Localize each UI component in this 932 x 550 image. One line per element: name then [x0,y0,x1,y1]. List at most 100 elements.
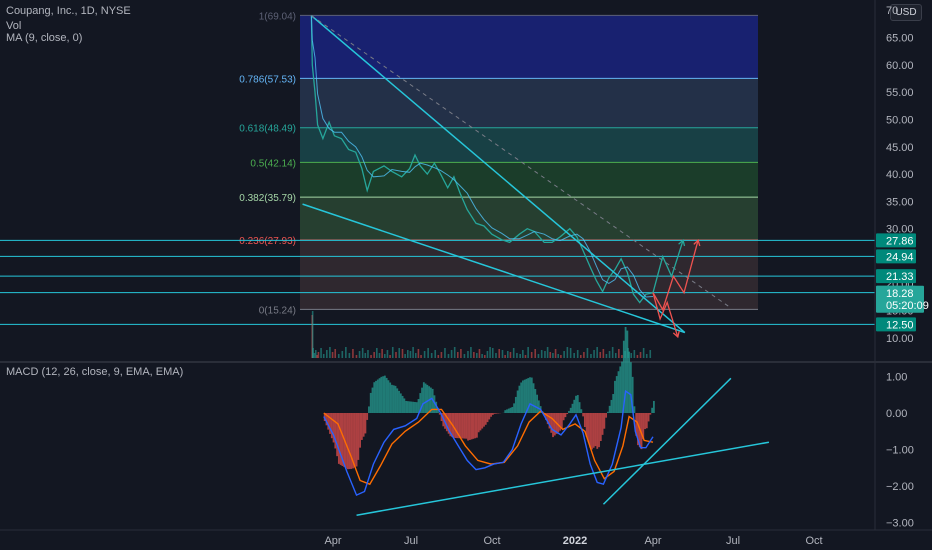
last-price-box [876,285,924,313]
volume-bar [367,350,369,358]
volume-bar [527,347,529,358]
volume-bar [317,352,320,358]
macd-histogram-bar [460,413,462,439]
macd-histogram-bar [332,413,335,443]
volume-bar [639,352,642,358]
macd-histogram-bar [449,413,452,437]
macd-histogram-bar [631,376,634,413]
macd-histogram-bar [408,401,411,413]
macd-histogram-bar [461,413,464,439]
projection-path [652,240,699,312]
macd-histogram-bar [463,413,466,439]
currency-button[interactable]: USD [890,4,922,21]
macd-histogram-bar [606,411,609,413]
volume-bar [590,354,592,358]
volume-bar [512,348,515,358]
volume-bar [417,349,420,358]
volume-bar [573,353,575,358]
volume-bar [358,351,361,358]
volume-bar [486,351,489,358]
volume-bar [423,351,426,358]
macd-histogram-bar [421,387,423,413]
macd-histogram-bar [458,413,461,439]
macd-histogram-bar [488,413,491,420]
macd-histogram-bar [341,413,344,466]
volume-bar [440,352,443,358]
macd-histogram-bar [571,403,574,413]
volume-bar [509,352,512,358]
volume-bar [322,354,325,358]
volume-bar [463,354,466,358]
ma-legend[interactable]: MA (9, close, 0) [6,32,83,44]
macd-histogram-bar [486,413,489,423]
volume-bar [447,354,450,358]
macd-axis-tick: 1.00 [886,372,907,384]
macd-histogram-bar [605,413,608,418]
macd-histogram-bar [348,413,351,470]
macd-histogram-bar [637,413,639,446]
price-axis-tick: 35.00 [886,196,914,208]
macd-legend[interactable]: MACD (12, 26, close, 9, EMA, EMA) [6,366,184,378]
price-axis-tick: 55.00 [886,87,914,99]
volume-bar [596,347,598,358]
macd-histogram-bar [548,413,551,429]
projection-path [652,240,684,293]
macd-histogram-bar [523,379,526,413]
macd-histogram-bar [527,378,530,413]
macd-histogram-bar [525,378,528,413]
price-axis: 70 65.00 60.00 55.00 50.00 45.00 40.00 35.00 30.… [874,0,929,530]
macd-histogram-bar [599,413,602,442]
macd-histogram-bar [479,413,482,431]
fib-zone [300,162,758,198]
volume-bar [630,353,633,358]
macd-histogram-bar [518,385,521,413]
price-axis-tick: 45.00 [886,142,914,154]
fib-zone [300,15,758,79]
macd-histogram-bar [325,413,328,426]
macd-histogram-bar [550,413,553,433]
macd-histogram-bar [583,413,586,428]
macd-histogram-bar [633,406,636,413]
macd-histogram-bar [573,399,576,413]
macd-histogram-bar [649,413,652,415]
fibonacci-retracement: 1(69.04) 0.786(57.53) 0.618(48.49) 0.5(42.1… [239,11,758,316]
macd-histogram-bar [553,413,556,436]
macd-histogram-bar [601,413,604,435]
volume-bar [495,353,497,358]
volume-bar [546,347,549,358]
volume-bar [481,354,483,358]
macd-histogram-bar [481,413,484,429]
projection-path [652,292,679,338]
macd-histogram-bar [483,413,485,427]
volume-bar [540,350,543,358]
macd-histogram-bar [378,378,381,413]
volume-bar [569,348,572,358]
macd-histogram-bar [405,400,408,413]
volume-bar [409,351,412,358]
macd-axis-tick: 0.00 [886,408,907,420]
volume-legend[interactable]: Vol [6,20,22,32]
volume-bar [364,353,367,358]
price-axis-tick: 10.00 [886,333,914,345]
volume-bar [386,350,389,358]
macd-histogram-bar [467,413,469,441]
symbol-legend[interactable]: Coupang, Inc., 1D, NYSE [6,5,131,17]
volume-bar [401,349,404,358]
macd-histogram-bar [387,380,390,413]
trendline [310,15,686,334]
fib-level-label: 1(69.04) [259,11,296,22]
macd-histogram-bar [468,413,471,440]
volume-bar [355,355,358,358]
macd-histogram-bar [644,413,646,430]
volume-bar [467,351,469,358]
macd-histogram-bar [596,413,599,449]
macd-histogram-bar [617,371,620,413]
macd-histogram-bar [530,377,533,413]
macd-histogram-bar [376,379,379,413]
macd-histogram-bar [394,385,397,413]
volume-bar [331,352,334,358]
volume-bar [345,347,347,358]
volume-bar [605,354,608,358]
time-axis-tick: Jul [404,535,418,547]
